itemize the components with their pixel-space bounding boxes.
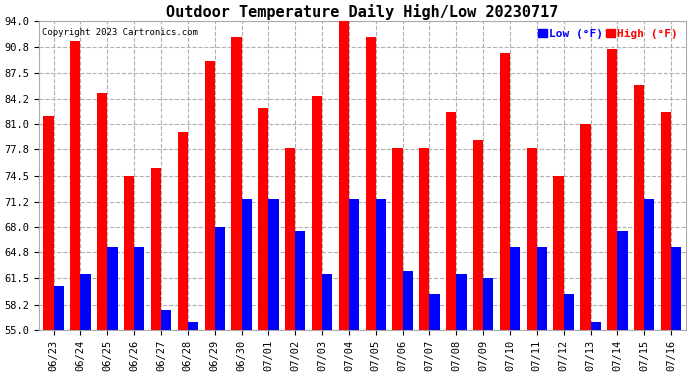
Bar	[339, 21, 349, 330]
Bar	[312, 96, 322, 330]
Bar	[134, 247, 144, 330]
Legend: Low (°F), High (°F): Low (°F), High (°F)	[535, 27, 680, 41]
Bar	[376, 200, 386, 330]
Bar	[671, 247, 681, 330]
Bar	[634, 85, 644, 330]
Bar	[564, 294, 574, 330]
Bar	[403, 270, 413, 330]
Title: Outdoor Temperature Daily High/Low 20230717: Outdoor Temperature Daily High/Low 20230…	[166, 4, 558, 20]
Bar	[618, 231, 628, 330]
Bar	[204, 61, 215, 330]
Bar	[510, 247, 520, 330]
Bar	[161, 310, 171, 330]
Bar	[295, 231, 306, 330]
Bar	[177, 132, 188, 330]
Bar	[483, 279, 493, 330]
Bar	[108, 247, 117, 330]
Bar	[241, 200, 252, 330]
Bar	[81, 274, 90, 330]
Bar	[393, 148, 403, 330]
Bar	[349, 200, 359, 330]
Bar	[456, 274, 466, 330]
Bar	[215, 227, 225, 330]
Bar	[188, 322, 198, 330]
Bar	[70, 41, 81, 330]
Bar	[580, 124, 591, 330]
Bar	[500, 53, 510, 330]
Bar	[429, 294, 440, 330]
Bar	[420, 148, 429, 330]
Bar	[54, 286, 64, 330]
Bar	[661, 112, 671, 330]
Bar	[285, 148, 295, 330]
Bar	[553, 176, 564, 330]
Bar	[97, 93, 108, 330]
Bar	[43, 116, 54, 330]
Bar	[231, 37, 241, 330]
Bar	[322, 274, 333, 330]
Bar	[151, 168, 161, 330]
Bar	[473, 140, 483, 330]
Bar	[526, 148, 537, 330]
Bar	[591, 322, 601, 330]
Bar	[258, 108, 268, 330]
Bar	[446, 112, 456, 330]
Bar	[537, 247, 547, 330]
Bar	[644, 200, 654, 330]
Bar	[366, 37, 376, 330]
Bar	[607, 49, 618, 330]
Bar	[124, 176, 134, 330]
Bar	[268, 200, 279, 330]
Text: Copyright 2023 Cartronics.com: Copyright 2023 Cartronics.com	[42, 27, 198, 36]
